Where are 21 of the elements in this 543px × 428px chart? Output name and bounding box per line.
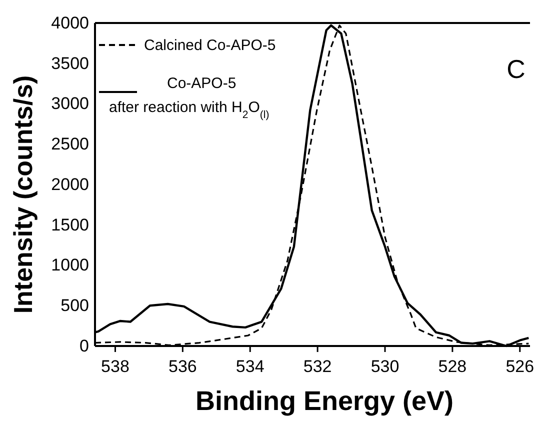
y-tick-label: 1000 bbox=[51, 256, 89, 275]
y-tick-label: 3000 bbox=[51, 94, 89, 114]
x-tick-label: 532 bbox=[303, 357, 332, 376]
y-tick-label: 2500 bbox=[51, 134, 89, 154]
y-tick-label: 4000 bbox=[51, 13, 89, 32]
x-tick-label: 530 bbox=[370, 357, 400, 376]
y-tick-label: 1500 bbox=[51, 215, 89, 234]
x-tick-label: 536 bbox=[168, 357, 197, 376]
y-tick-label: 3500 bbox=[51, 54, 89, 73]
x-tick-label: 538 bbox=[101, 357, 130, 376]
y-tick-label: 2000 bbox=[51, 174, 89, 194]
x-axis-title: Binding Energy (eV) bbox=[195, 386, 454, 416]
annotation: C bbox=[506, 54, 526, 84]
legend-label: Calcined Co-APO-5 bbox=[144, 37, 276, 54]
y-tick-label: 0 bbox=[80, 336, 89, 356]
x-tick-label: 526 bbox=[506, 357, 534, 376]
y-axis-title: Intensity (counts/s) bbox=[8, 75, 38, 314]
y-tick-label: 500 bbox=[60, 296, 89, 316]
x-tick-label: 534 bbox=[236, 357, 264, 376]
legend-label: Co-APO-5 after reaction with H$_{2}$O$_{(l)}$ bbox=[109, 75, 270, 121]
x-tick-label: 528 bbox=[438, 357, 467, 376]
